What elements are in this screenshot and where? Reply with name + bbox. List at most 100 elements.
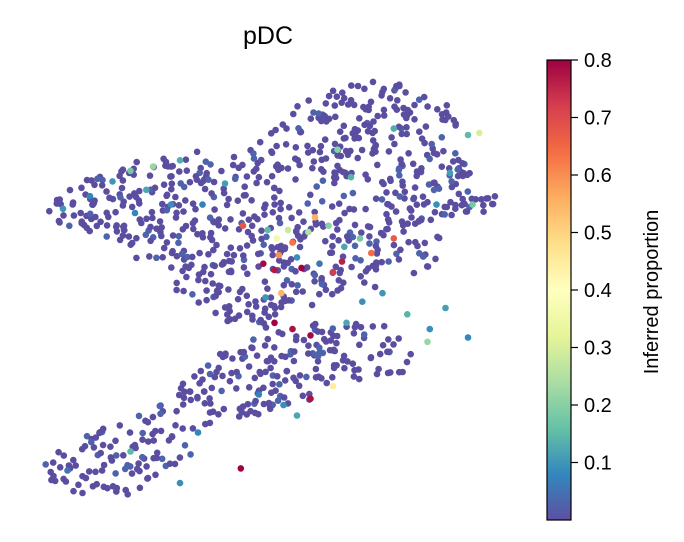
- scatter-point: [239, 403, 247, 410]
- scatter-point: [392, 208, 400, 215]
- scatter-point: [153, 454, 161, 462]
- scatter-point: [253, 179, 260, 187]
- colorbar-tick-label: 0.1: [584, 453, 612, 475]
- scatter-point: [197, 179, 205, 187]
- scatter-point: [100, 483, 108, 491]
- scatter-point: [387, 369, 394, 376]
- scatter-point-highlight: [442, 304, 449, 312]
- scatter-point: [271, 344, 278, 351]
- scatter-point: [378, 196, 386, 203]
- scatter-point: [331, 140, 339, 148]
- scatter-point: [158, 455, 166, 463]
- scatter-point: [312, 365, 320, 373]
- scatter-point: [430, 179, 437, 187]
- scatter-point: [91, 197, 98, 204]
- scatter-point: [335, 152, 342, 159]
- scatter-point: [156, 218, 164, 225]
- scatter-point: [186, 388, 193, 395]
- scatter-point: [403, 130, 411, 138]
- scatter-point: [252, 397, 259, 405]
- scatter-point: [395, 368, 403, 376]
- scatter-point: [314, 328, 322, 335]
- scatter-point: [207, 400, 214, 407]
- scatter-point: [100, 461, 108, 469]
- scatter-points: [42, 78, 499, 498]
- scatter-point: [276, 219, 284, 227]
- scatter-point: [339, 357, 347, 364]
- scatter-point: [226, 307, 233, 315]
- scatter-point: [189, 291, 196, 298]
- scatter-point: [290, 110, 297, 118]
- scatter-point: [166, 460, 174, 468]
- colorbar-ticks: 0.1 0.2 0.3 0.4 0.5 0.6 0.7 0.8: [571, 50, 612, 475]
- scatter-point: [206, 395, 213, 402]
- scatter-point-highlight: [464, 334, 472, 341]
- scatter-point: [448, 178, 455, 185]
- scatter-point: [276, 381, 283, 388]
- scatter-point: [396, 193, 404, 200]
- scatter-point: [126, 193, 133, 200]
- scatter-point: [215, 282, 222, 290]
- scatter-point: [362, 171, 369, 178]
- scatter-point: [452, 150, 459, 157]
- scatter-point: [195, 276, 202, 284]
- scatter-point: [168, 249, 176, 257]
- scatter-point: [245, 384, 253, 391]
- scatter-point: [145, 438, 152, 445]
- scatter-point: [245, 363, 253, 370]
- scatter-point: [103, 209, 110, 217]
- scatter-point: [46, 207, 53, 215]
- scatter-point: [103, 233, 110, 240]
- scatter-point-highlight: [316, 260, 323, 268]
- scatter-point: [360, 103, 367, 111]
- scatter-point: [250, 155, 258, 162]
- scatter-point: [278, 299, 285, 306]
- scatter-point: [215, 411, 222, 418]
- scatter-point: [376, 350, 384, 358]
- scatter-point-highlight: [347, 173, 355, 181]
- scatter-point-highlight: [59, 205, 67, 213]
- scatter-point: [98, 467, 106, 474]
- scatter-point-highlight: [284, 226, 292, 234]
- scatter-point: [149, 430, 156, 438]
- scatter-point: [316, 148, 324, 156]
- scatter-point: [366, 233, 373, 240]
- scatter-point: [350, 330, 358, 337]
- scatter-point: [338, 99, 346, 106]
- scatter-point: [357, 273, 365, 280]
- scatter-point: [163, 206, 171, 214]
- scatter-point: [380, 106, 388, 114]
- scatter-point: [452, 122, 459, 129]
- scatter-point: [180, 208, 187, 215]
- scatter-point: [139, 429, 146, 437]
- scatter-point: [203, 287, 210, 294]
- scatter-point: [272, 126, 279, 134]
- scatter-point: [378, 178, 386, 186]
- scatter-point: [292, 268, 299, 275]
- colorbar-tick-label: 0.4: [584, 280, 612, 302]
- scatter-point-highlight: [356, 235, 364, 242]
- scatter-point: [60, 452, 68, 459]
- scatter-point: [464, 188, 472, 195]
- scatter-point: [269, 380, 277, 388]
- scatter-point: [459, 195, 467, 203]
- scatter-point: [373, 250, 381, 257]
- scatter-point: [292, 144, 300, 151]
- scatter-point: [153, 449, 161, 457]
- colorbar-gradient: [546, 59, 572, 521]
- scatter-point: [283, 125, 290, 132]
- scatter-point: [133, 234, 140, 242]
- scatter-point: [408, 214, 415, 221]
- scatter-point: [383, 210, 390, 218]
- scatter-point: [243, 292, 251, 300]
- scatter-point: [78, 184, 85, 192]
- scatter-point: [274, 243, 282, 251]
- scatter-point: [321, 136, 329, 143]
- scatter-point: [85, 468, 93, 475]
- scatter-point: [361, 121, 368, 129]
- scatter-point: [158, 224, 165, 231]
- scatter-point: [113, 452, 120, 459]
- scatter-point: [79, 489, 86, 497]
- scatter-point: [158, 232, 165, 240]
- scatter-point: [168, 180, 176, 187]
